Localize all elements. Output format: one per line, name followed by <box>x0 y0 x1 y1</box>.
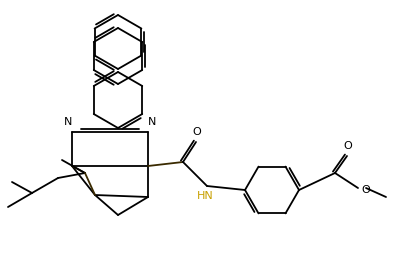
Text: O: O <box>192 127 201 137</box>
Text: N: N <box>148 117 156 127</box>
Text: O: O <box>361 185 370 195</box>
Text: N: N <box>64 117 72 127</box>
Text: HN: HN <box>196 191 213 201</box>
Text: O: O <box>344 141 352 151</box>
